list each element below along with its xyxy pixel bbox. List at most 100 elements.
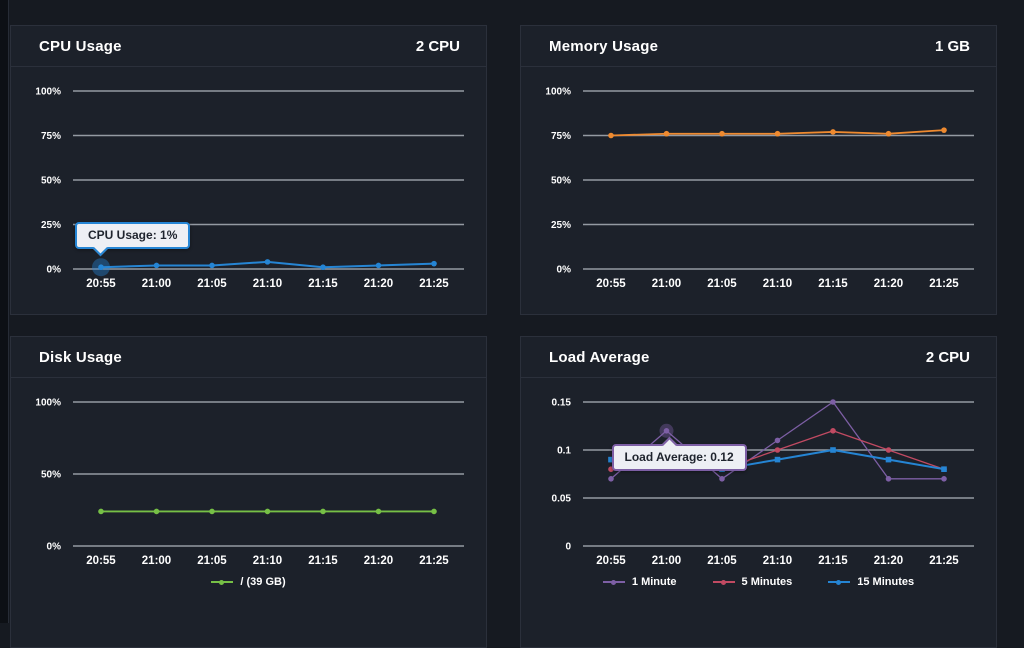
data-point-memory-usage[interactable]	[608, 132, 614, 139]
x-tick-label: 21:15	[818, 555, 848, 567]
x-tick-label: 21:00	[652, 278, 681, 290]
disk-usage-chart[interactable]: 100% 50% 0% 20:55 21:00 21:05 21:10 21:15 21:20 2…	[11, 378, 486, 588]
x-tick-label: 20:55	[596, 555, 626, 567]
y-tick-label: 100%	[35, 87, 61, 98]
data-point-15-minutes[interactable]	[830, 447, 836, 453]
x-tick-label: 20:55	[86, 278, 116, 290]
x-tick-label: 21:25	[929, 555, 959, 567]
y-tick-label: 50%	[551, 176, 571, 187]
x-tick-label: 21:10	[253, 278, 282, 290]
x-tick-label: 20:55	[86, 555, 116, 567]
cpu-usage-plot: 100% 75% 50% 25% 0% 20:55 21:00 21:05 21:10 21:15…	[35, 87, 464, 290]
tooltip-text: CPU Usage: 1%	[88, 228, 178, 243]
data-point-39-gb[interactable]	[209, 508, 215, 515]
data-point-memory-usage[interactable]	[719, 130, 725, 137]
data-point-15-minutes[interactable]	[885, 456, 892, 463]
data-point-5-minutes[interactable]	[774, 447, 781, 453]
data-point-cpu-usage[interactable]	[98, 264, 104, 271]
x-tick-label: 21:20	[364, 278, 393, 290]
legend-item-15-minutes[interactable]: 15 Minutes	[828, 576, 914, 588]
y-tick-label: 50%	[41, 470, 61, 481]
highlighted-point-glow	[659, 423, 674, 438]
data-point-cpu-usage[interactable]	[375, 262, 382, 269]
x-tick-label: 21:00	[142, 555, 171, 567]
data-point-1-minute[interactable]	[663, 428, 670, 434]
data-point-1-minute[interactable]	[830, 399, 836, 405]
cpu-usage-chart[interactable]: 100% 75% 50% 25% 0% 20:55 21:00 21:05 21:10 21:15…	[11, 67, 486, 297]
chart-legend: / (39 GB)	[11, 576, 486, 588]
chart-tooltip: Load Average: 0.12	[611, 437, 747, 471]
data-point-39-gb[interactable]	[375, 508, 382, 515]
panel-cpu-usage: CPU Usage 2 CPU 100% 75% 50% 25% 0% 20:55 21:0…	[10, 25, 487, 315]
data-point-39-gb[interactable]	[431, 508, 437, 515]
y-tick-label: 75%	[41, 131, 61, 142]
load-panel-header: Load Average 2 CPU	[521, 337, 996, 378]
memory-usage-plot: 100% 75% 50% 25% 0% 20:55 21:00 21:05 21:10 21:15…	[545, 87, 974, 290]
x-tick-label: 21:15	[308, 278, 338, 290]
data-point-5-minutes[interactable]	[830, 428, 836, 434]
y-tick-label: 0.05	[552, 494, 572, 505]
data-point-1-minute[interactable]	[885, 476, 892, 482]
highlighted-point-glow	[92, 258, 110, 277]
data-point-memory-usage[interactable]	[885, 130, 892, 137]
cpu-panel-title: CPU Usage	[39, 37, 122, 55]
legend-item-39-gb[interactable]: / (39 GB)	[211, 576, 286, 588]
data-point-memory-usage[interactable]	[774, 130, 781, 137]
memory-panel-title: Memory Usage	[549, 37, 659, 55]
dashboard-content: CPU Usage 2 CPU 100% 75% 50% 25% 0% 20:55 21:0…	[9, 0, 1024, 648]
x-tick-label: 21:10	[763, 278, 792, 290]
panel-memory-usage: Memory Usage 1 GB 100% 75% 50% 25% 0% 20:55 21…	[520, 25, 997, 315]
left-edge-strip	[0, 0, 9, 623]
legend-label: 5 Minutes	[741, 576, 793, 588]
data-point-1-minute[interactable]	[719, 476, 725, 482]
legend-marker-icon	[602, 579, 625, 585]
y-tick-label: 25%	[41, 220, 61, 231]
data-point-39-gb[interactable]	[98, 508, 104, 515]
data-point-cpu-usage[interactable]	[431, 260, 437, 267]
y-tick-label: 50%	[41, 176, 61, 187]
data-point-cpu-usage[interactable]	[320, 264, 326, 271]
data-point-1-minute[interactable]	[941, 476, 947, 482]
legend-marker-icon	[211, 579, 234, 585]
data-point-memory-usage[interactable]	[941, 127, 947, 133]
legend-label: 1 Minute	[631, 576, 677, 588]
data-point-cpu-usage[interactable]	[264, 259, 271, 265]
y-tick-label: 75%	[551, 131, 571, 142]
disk-usage-plot: 100% 50% 0% 20:55 21:00 21:05 21:10 21:15 21:20 2…	[35, 398, 464, 567]
data-point-15-minutes[interactable]	[774, 456, 781, 463]
y-tick-label: 0%	[47, 542, 62, 553]
x-tick-label: 21:05	[707, 278, 737, 290]
data-point-cpu-usage[interactable]	[153, 262, 160, 269]
data-point-15-minutes[interactable]	[941, 466, 947, 472]
x-tick-label: 21:20	[874, 555, 903, 567]
panel-disk-usage: Disk Usage 100% 50% 0% 20:55 21:00 21:05 21:10…	[10, 336, 487, 648]
load-panel-title: Load Average	[549, 348, 650, 366]
memory-usage-chart[interactable]: 100% 75% 50% 25% 0% 20:55 21:00 21:05 21:10 21:15…	[521, 67, 996, 297]
data-point-1-minute[interactable]	[774, 437, 781, 444]
data-point-39-gb[interactable]	[320, 508, 326, 515]
y-tick-label: 100%	[545, 87, 571, 98]
load-average-chart[interactable]: 0.15 0.1 0.05 0 20:55 21:00 21:05 21:10 21:15 21:…	[521, 378, 996, 588]
data-point-5-minutes[interactable]	[885, 447, 892, 453]
data-point-1-minute[interactable]	[608, 476, 614, 482]
panel-load-average: Load Average 2 CPU 0.15 0.1 0.05 0 20:55 21:0…	[520, 336, 997, 648]
data-point-15-minutes[interactable]	[608, 456, 614, 463]
x-tick-label: 21:15	[818, 278, 848, 290]
y-tick-label: 0.1	[557, 446, 571, 457]
cpu-panel-header: CPU Usage 2 CPU	[11, 26, 486, 67]
x-tick-label: 21:25	[929, 278, 959, 290]
x-tick-label: 21:00	[652, 555, 681, 567]
data-point-memory-usage[interactable]	[830, 129, 836, 135]
legend-label: / (39 GB)	[240, 576, 286, 588]
data-point-memory-usage[interactable]	[663, 130, 670, 137]
data-point-39-gb[interactable]	[153, 508, 160, 515]
legend-item-5-minutes[interactable]: 5 Minutes	[712, 576, 793, 588]
legend-label: 15 Minutes	[857, 576, 915, 588]
memory-panel-header: Memory Usage 1 GB	[521, 26, 996, 67]
y-tick-label: 0	[565, 542, 571, 553]
legend-item-1-minute[interactable]: 1 Minute	[602, 576, 677, 588]
x-tick-label: 21:10	[253, 555, 282, 567]
data-point-39-gb[interactable]	[264, 508, 271, 515]
data-point-cpu-usage[interactable]	[209, 262, 215, 269]
x-tick-label: 21:20	[874, 278, 903, 290]
